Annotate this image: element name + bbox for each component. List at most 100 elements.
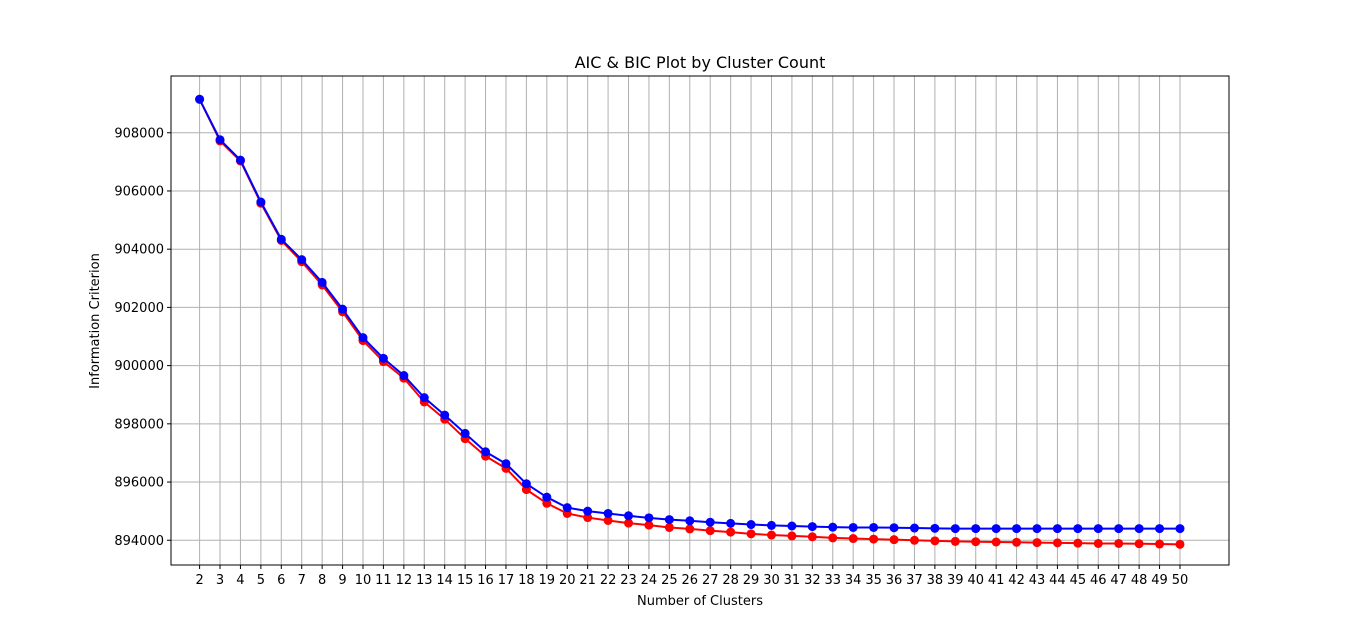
x-tick-label: 9 [338,573,346,588]
data-point [971,537,981,547]
x-tick-label: 3 [216,573,224,588]
data-point [317,277,327,287]
x-tick-label: 37 [906,573,923,588]
data-point [644,513,654,523]
data-point [338,304,348,314]
data-point [358,333,368,343]
data-point [481,447,491,457]
data-point [889,523,899,533]
data-point [664,522,674,532]
data-point [583,506,593,516]
y-tick-label: 896000 [114,476,164,491]
x-tick-label: 8 [318,573,326,588]
data-point [542,492,552,502]
data-point [848,522,858,532]
y-tick-label: 900000 [114,359,164,374]
x-tick-label: 31 [784,573,801,588]
data-point [1012,524,1022,534]
data-point [909,535,919,545]
data-point [583,513,593,523]
data-point [1052,524,1062,534]
x-tick-label: 5 [257,573,265,588]
data-point [746,529,756,539]
y-tick-label: 902000 [114,301,164,316]
data-point [848,534,858,544]
data-point [950,536,960,546]
data-point [501,459,511,469]
data-point [889,535,899,545]
data-point [276,234,286,244]
x-tick-label: 25 [661,573,678,588]
grid [171,76,1229,565]
data-point [685,524,695,534]
y-tick-label: 904000 [114,243,164,258]
x-tick-label: 16 [477,573,494,588]
x-axis-ticks: 2 3 4 5 6 7 8 9 10 11 12 13 14 15 16 17 18 19 20 21 22 23 24 25… [195,565,1188,588]
y-axis-label: Information Criterion [88,253,103,389]
data-point [766,520,776,530]
x-tick-label: 23 [620,573,637,588]
data-point [1093,524,1103,534]
data-point [664,515,674,525]
data-point [1032,538,1042,548]
data-point [1073,524,1083,534]
data-point [256,197,266,207]
data-point [603,508,613,518]
data-point [828,533,838,543]
x-axis-label: Number of Clusters [637,594,763,609]
data-point [1032,524,1042,534]
data-point [991,537,1001,547]
x-tick-label: 38 [927,573,944,588]
data-point [1073,538,1083,548]
x-tick-label: 47 [1110,573,1127,588]
x-tick-label: 48 [1131,573,1148,588]
data-point [726,518,736,528]
x-tick-label: 40 [967,573,984,588]
x-tick-label: 22 [600,573,617,588]
data-point [766,530,776,540]
data-point [419,393,429,403]
x-tick-label: 4 [236,573,244,588]
data-point [705,517,715,527]
x-tick-label: 33 [824,573,841,588]
data-point [726,527,736,537]
data-point [909,523,919,533]
x-tick-label: 18 [518,573,535,588]
chart-title: AIC & BIC Plot by Cluster Count [575,53,826,72]
x-tick-label: 50 [1172,573,1189,588]
data-point [971,524,981,534]
x-tick-label: 43 [1029,573,1046,588]
x-tick-label: 13 [416,573,433,588]
x-tick-label: 30 [763,573,780,588]
x-tick-label: 21 [579,573,596,588]
y-tick-label: 906000 [114,184,164,199]
data-point [1093,538,1103,548]
data-point [235,155,245,165]
data-point [807,522,817,532]
x-tick-label: 42 [1008,573,1025,588]
x-tick-label: 12 [396,573,413,588]
data-point [869,522,879,532]
y-tick-label: 894000 [114,534,164,549]
data-point [562,503,572,513]
data-point [685,516,695,526]
data-point [787,531,797,541]
data-point [950,524,960,534]
x-tick-label: 44 [1049,573,1066,588]
data-point [644,520,654,530]
data-point [297,255,307,265]
data-point [869,534,879,544]
data-point [440,410,450,420]
data-point [1134,524,1144,534]
x-tick-label: 35 [865,573,882,588]
x-tick-label: 46 [1090,573,1107,588]
data-point [930,536,940,546]
data-point [828,522,838,532]
x-tick-label: 34 [845,573,862,588]
data-point [1114,538,1124,548]
data-point [1012,537,1022,547]
x-tick-label: 11 [375,573,392,588]
data-point [1052,538,1062,548]
x-tick-label: 10 [355,573,372,588]
